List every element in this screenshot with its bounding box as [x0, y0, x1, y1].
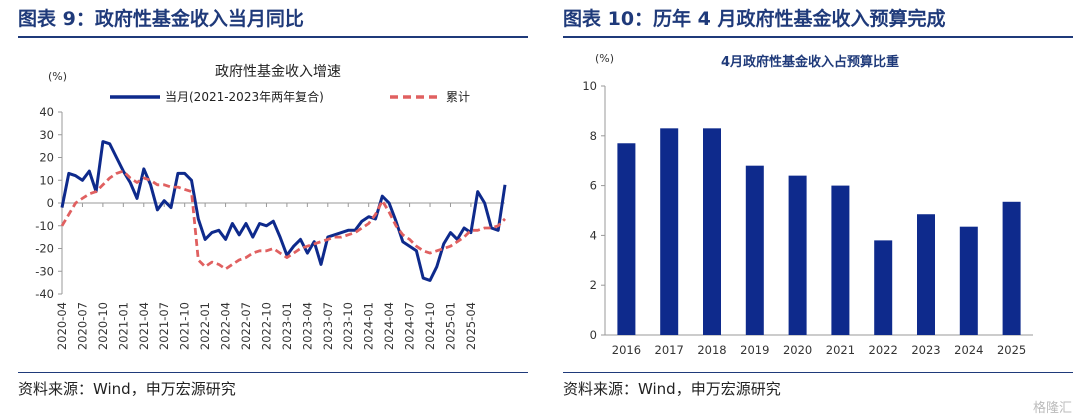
y-tick-label: 0: [590, 328, 597, 342]
x-tick-label: 2021: [826, 343, 855, 357]
y-tick-label: 40: [39, 105, 54, 119]
bar-2016: [617, 143, 636, 335]
x-tick-label: 2022-10: [259, 302, 273, 350]
x-tick-label: 2021-01: [116, 302, 130, 350]
line-chart-unit: (%): [48, 70, 67, 83]
bar-2021: [831, 185, 850, 335]
x-tick-label: 2020: [783, 343, 812, 357]
bar-2024: [959, 226, 978, 335]
bar-chart: 4月政府性基金收入占预算比重 (%) 0 2 4 6 8 10 2016 2017 2018 2019…: [582, 52, 1033, 357]
series-line-monthly: [60, 140, 507, 282]
y-tick-label: 2: [590, 278, 597, 292]
y-tick-label: 6: [590, 179, 597, 193]
x-tick-label: 2016: [612, 343, 641, 357]
x-tick-label: 2022: [869, 343, 898, 357]
x-tick-label: 2021-10: [178, 302, 192, 350]
x-tick-label: 2019: [740, 343, 769, 357]
bar-2020: [788, 175, 807, 335]
x-tick-label: 2024-07: [403, 302, 417, 350]
x-tick-label: 2025-01: [443, 302, 457, 350]
x-tick-label: 2024-10: [423, 302, 437, 350]
x-tick-label: 2024-01: [362, 302, 376, 350]
x-tick-label: 2024: [954, 343, 983, 357]
left-source-note: 资料来源：Wind，申万宏源研究: [18, 380, 236, 398]
left-panel: 图表 9：政府性基金收入当月同比 政府性基金收入增速 (%) 当月(2021-202…: [0, 0, 530, 420]
right-figure-title: 图表 10：历年 4 月政府性基金收入预算完成: [563, 8, 946, 30]
right-source-note: 资料来源：Wind，申万宏源研究: [563, 380, 781, 398]
bar-chart-title: 4月政府性基金收入占预算比重: [721, 54, 899, 70]
watermark-logo: 格隆汇: [1032, 401, 1072, 416]
x-tick-label: 2023-04: [300, 302, 314, 350]
x-tick-label: 2020-04: [55, 302, 69, 350]
x-tick-label: 2021-07: [157, 302, 171, 350]
legend-label-monthly: 当月(2021-2023年两年复合): [165, 89, 324, 104]
x-tick-label: 2022-07: [239, 302, 253, 350]
bar-2022: [874, 240, 893, 335]
x-tick-label: 2020-07: [75, 302, 89, 350]
bar-2023: [917, 214, 935, 335]
right-title-rule: [563, 36, 1073, 38]
series-line-cumulative: [60, 169, 506, 271]
x-tick-label: 2017: [655, 343, 684, 357]
bar-2019: [745, 165, 764, 335]
x-tick-label: 2022-04: [219, 302, 233, 350]
y-tick-label: 10: [39, 173, 54, 187]
y-tick-label: 8: [590, 129, 597, 143]
x-tick-label: 2025: [997, 343, 1026, 357]
x-tick-label: 2025-04: [464, 302, 478, 350]
x-tick-label: 2021-04: [137, 302, 151, 350]
left-title-rule: [18, 36, 528, 38]
bar-2025: [1002, 201, 1021, 335]
x-tick-label: 2018: [697, 343, 726, 357]
x-tick-label: 2024-04: [382, 302, 396, 350]
bar-chart-unit: (%): [595, 52, 614, 65]
x-tick-label: 2023: [911, 343, 940, 357]
y-tick-label: -20: [35, 242, 54, 256]
legend-label-cumulative: 累计: [446, 90, 470, 104]
y-tick-label: 4: [590, 228, 597, 242]
x-tick-label: 2023-01: [280, 302, 294, 350]
y-tick-label: 0: [47, 196, 54, 210]
x-tick-label: 2023-07: [321, 302, 335, 350]
y-tick-label: 10: [582, 79, 597, 93]
bar-2018: [703, 128, 721, 335]
left-figure-title: 图表 9：政府性基金收入当月同比: [18, 8, 304, 30]
right-panel: 图表 10：历年 4 月政府性基金收入预算完成 4月政府性基金收入占预算比重 (%…: [555, 0, 1080, 420]
y-tick-label: -30: [35, 264, 54, 278]
line-chart-title: 政府性基金收入增速: [215, 63, 341, 80]
x-tick-label: 2022-01: [198, 302, 212, 350]
y-tick-label: 30: [39, 128, 54, 142]
y-tick-label: -10: [35, 219, 54, 233]
right-bottom-rule: [563, 372, 1073, 373]
x-tick-label: 2020-10: [96, 302, 110, 350]
y-tick-label: 20: [39, 151, 54, 165]
y-tick-label: -40: [35, 287, 54, 301]
left-bottom-rule: [18, 372, 528, 373]
x-tick-label: 2023-10: [341, 302, 355, 350]
bar-2017: [660, 128, 679, 335]
line-chart: 政府性基金收入增速 (%) 当月(2021-2023年两年复合) 累计 -40 -30 -2…: [35, 63, 507, 350]
